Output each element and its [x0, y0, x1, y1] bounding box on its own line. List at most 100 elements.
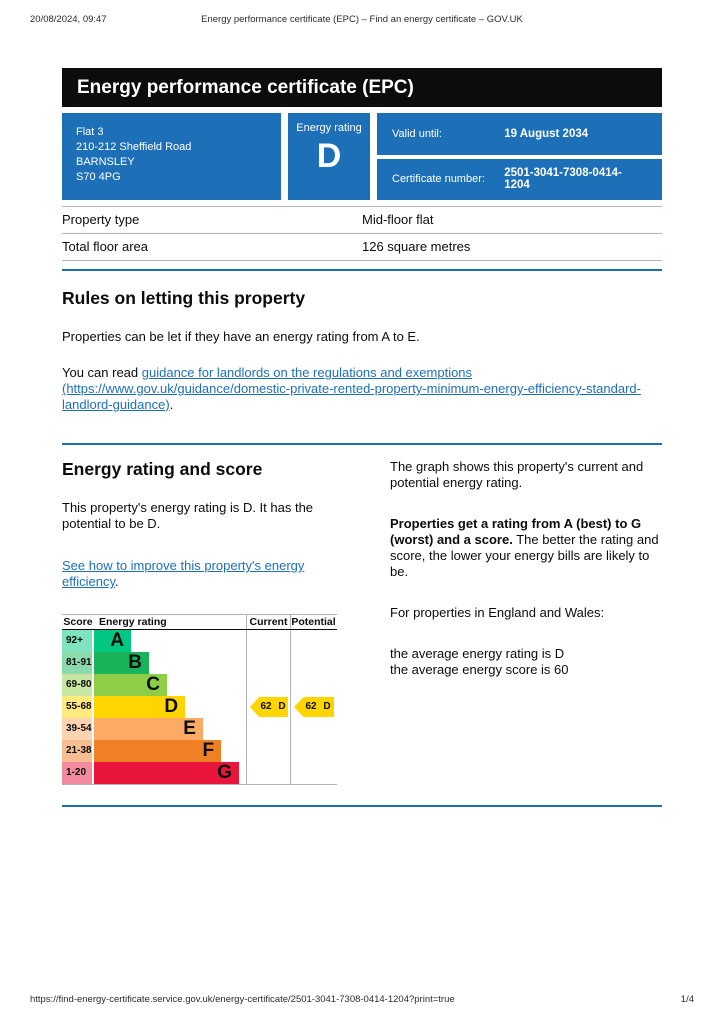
epc-band-bar-d: D [94, 696, 186, 718]
energy-rating-box: Energy rating D [288, 113, 370, 200]
epc-score-range: 39-54 [62, 718, 94, 740]
guidance-paragraph: You can read guidance for landlords on t… [62, 365, 662, 413]
energy-rating-label: Energy rating [296, 122, 362, 134]
improve-efficiency-link[interactable]: See how to improve this property's energ… [62, 558, 305, 589]
england-wales-paragraph: For properties in England and Wales: [390, 605, 605, 620]
epc-band-area: F [94, 740, 246, 762]
epc-band-area: A [94, 630, 246, 652]
rules-paragraph: Properties can be let if they have an en… [62, 329, 420, 344]
print-source-url: https://find-energy-certificate.service.… [30, 994, 455, 1005]
validity-box: Valid until: 19 August 2034 Certificate … [377, 113, 662, 200]
epc-current-cell [246, 630, 290, 652]
epc-potential-cell [290, 674, 336, 696]
current-rating-arrow: 62 D [250, 697, 288, 717]
epc-band-bar-e: E [94, 718, 203, 740]
epc-band-area: G [94, 762, 246, 784]
graph-description-paragraph: The graph shows this property's current … [390, 459, 644, 490]
potential-column-header: Potential [290, 615, 336, 629]
improve-link-suffix: . [115, 574, 119, 589]
epc-potential-cell [290, 652, 336, 674]
epc-score-range: 21-38 [62, 740, 94, 762]
epc-score-range: 69-80 [62, 674, 94, 696]
epc-current-cell [246, 718, 290, 740]
floor-area-value: 126 square metres [362, 239, 471, 254]
epc-band-area: E [94, 718, 246, 740]
guidance-text-suffix: . [169, 397, 174, 412]
section-divider [62, 269, 662, 271]
rating-info-rest: The better the rating and score, the low… [390, 532, 659, 579]
potential-rating-arrow: 62 D [294, 697, 334, 717]
epc-potential-cell [290, 762, 336, 784]
epc-band-row-a: 92+ A [62, 630, 337, 652]
epc-current-cell [246, 652, 290, 674]
epc-band-bar-c: C [94, 674, 167, 696]
guidance-text-prefix: You can read [62, 365, 142, 380]
certificate-summary-band: Flat 3 210-212 Sheffield Road BARNSLEY S… [62, 113, 662, 200]
rating-section: Energy rating and score This property's … [62, 459, 662, 785]
rating-section-left-column: Energy rating and score This property's … [62, 459, 337, 785]
epc-band-row-g: 1-20 G [62, 762, 337, 784]
table-row: Total floor area 126 square metres [62, 234, 662, 261]
epc-rating-chart: Score Energy rating Current Potential 92… [62, 614, 337, 785]
score-column-header: Score [63, 616, 93, 628]
epc-band-bar-b: B [94, 652, 150, 674]
epc-current-cell [246, 762, 290, 784]
property-details-table: Property type Mid-floor flat Total floor… [62, 206, 662, 261]
rating-section-right-column: The graph shows this property's current … [390, 459, 662, 785]
epc-current-cell [246, 740, 290, 762]
epc-band-row-b: 81-91 B [62, 652, 337, 674]
rules-section-heading: Rules on letting this property [62, 288, 306, 308]
epc-band-bar-f: F [94, 740, 222, 762]
certificate-title-banner: Energy performance certificate (EPC) [62, 68, 662, 107]
epc-potential-cell [290, 630, 336, 652]
print-page-number: 1/4 [680, 994, 694, 1005]
floor-area-label: Total floor area [62, 239, 148, 254]
property-address: Flat 3 210-212 Sheffield Road BARNSLEY S… [62, 113, 281, 200]
epc-potential-cell: 62 D [290, 696, 336, 718]
improve-paragraph: See how to improve this property's energ… [62, 558, 337, 590]
section-divider [62, 443, 662, 445]
epc-band-row-e: 39-54 E [62, 718, 337, 740]
energy-rating-value: D [316, 137, 342, 175]
epc-band-area: B [94, 652, 246, 674]
epc-band-row-f: 21-38 F [62, 740, 337, 762]
epc-band-area: C [94, 674, 246, 696]
print-header: 20/08/2024, 09:47 Energy performance cer… [30, 14, 694, 28]
epc-band-bar-a: A [94, 630, 131, 652]
section-divider [62, 805, 662, 807]
epc-score-range: 55-68 [62, 696, 94, 718]
current-column-header: Current [246, 615, 290, 629]
valid-until-label: Valid until: [392, 127, 442, 140]
certificate-content: Energy performance certificate (EPC) Fla… [62, 68, 662, 807]
epc-band-bar-g: G [94, 762, 239, 784]
epc-current-cell: 62 D [246, 696, 290, 718]
landlord-guidance-link[interactable]: guidance for landlords on the regulation… [62, 365, 641, 412]
epc-current-cell [246, 674, 290, 696]
property-type-label: Property type [62, 212, 140, 227]
epc-chart-header: Score Energy rating Current Potential [62, 615, 337, 630]
rating-summary-paragraph: This property's energy rating is D. It h… [62, 500, 314, 531]
property-type-value: Mid-floor flat [362, 212, 434, 227]
certificate-number-row: Certificate number: 2501-3041-7308-0414-… [377, 158, 662, 200]
epc-score-range: 1-20 [62, 762, 94, 784]
valid-until-row: Valid until: 19 August 2034 [377, 113, 662, 155]
epc-band-row-d: 55-68 D 62 D 62 D [62, 696, 337, 718]
rating-column-header: Energy rating [99, 616, 167, 628]
epc-band-area: D [94, 696, 246, 718]
valid-until-value: 19 August 2034 [504, 127, 589, 140]
epc-score-range: 81-91 [62, 652, 94, 674]
epc-potential-cell [290, 718, 336, 740]
epc-chart-rows: 92+ A 81-91 B 69-80 C 55-68 D 62 D 62 D 39-54 E 21-3… [62, 630, 337, 784]
certificate-number-value: 2501-3041-7308-0414-1204 [504, 167, 622, 192]
epc-potential-cell [290, 740, 336, 762]
print-page-title: Energy performance certificate (EPC) – F… [201, 14, 523, 25]
certificate-number-label: Certificate number: [392, 173, 485, 186]
epc-band-row-c: 69-80 C [62, 674, 337, 696]
table-row: Property type Mid-floor flat [62, 206, 662, 234]
print-footer: https://find-energy-certificate.service.… [30, 994, 694, 1008]
averages-paragraph: the average energy rating is D the avera… [390, 646, 569, 677]
rating-info-paragraph: Properties get a rating from A (best) to… [390, 516, 662, 580]
print-datetime: 20/08/2024, 09:47 [30, 14, 107, 25]
epc-score-range: 92+ [62, 630, 94, 652]
